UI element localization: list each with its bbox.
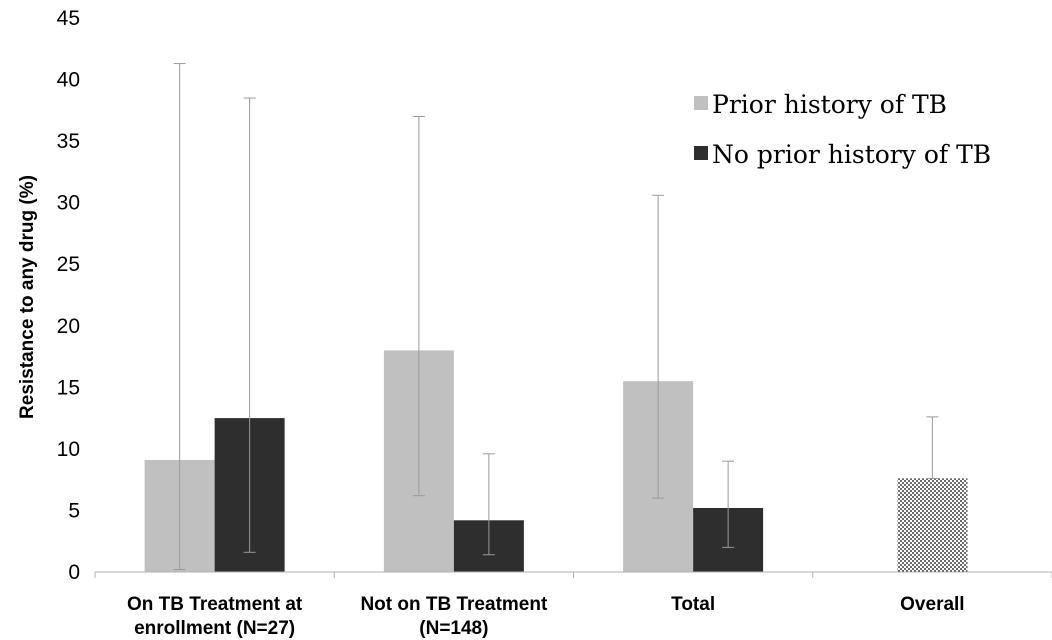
y-axis: 0 5 10 15 20 25 30 35 40 45: [57, 7, 80, 584]
category-label: Total: [671, 594, 715, 615]
y-axis-title: Resistance to any drug (%): [17, 175, 38, 419]
category-label: Overall: [900, 594, 964, 615]
legend-label: Prior history of TB: [712, 90, 947, 119]
y-tick-label: 35: [57, 130, 80, 153]
y-tick-label: 45: [57, 7, 80, 30]
category-label: Not on TB Treatment (N=148): [360, 594, 548, 639]
y-tick-label: 40: [57, 69, 80, 92]
legend: Prior history of TB No prior history of T…: [694, 90, 991, 169]
x-axis: On TB Treatment at enrollment (N=27) Not o…: [94, 572, 1052, 639]
bars: [144, 350, 968, 572]
y-tick-label: 15: [57, 376, 80, 399]
category-label: On TB Treatment at enrollment (N=27): [127, 594, 303, 639]
y-tick-label: 5: [68, 499, 80, 522]
y-tick-label: 10: [57, 438, 80, 461]
legend-swatch: [694, 96, 708, 110]
error-bars: [173, 63, 939, 571]
y-tick-label: 30: [57, 192, 80, 215]
bar: [897, 478, 968, 572]
y-tick-label: 25: [57, 253, 80, 276]
legend-swatch: [694, 146, 708, 160]
y-tick-label: 0: [68, 561, 80, 584]
legend-label: No prior history of TB: [712, 140, 991, 169]
y-tick-label: 20: [57, 315, 80, 338]
